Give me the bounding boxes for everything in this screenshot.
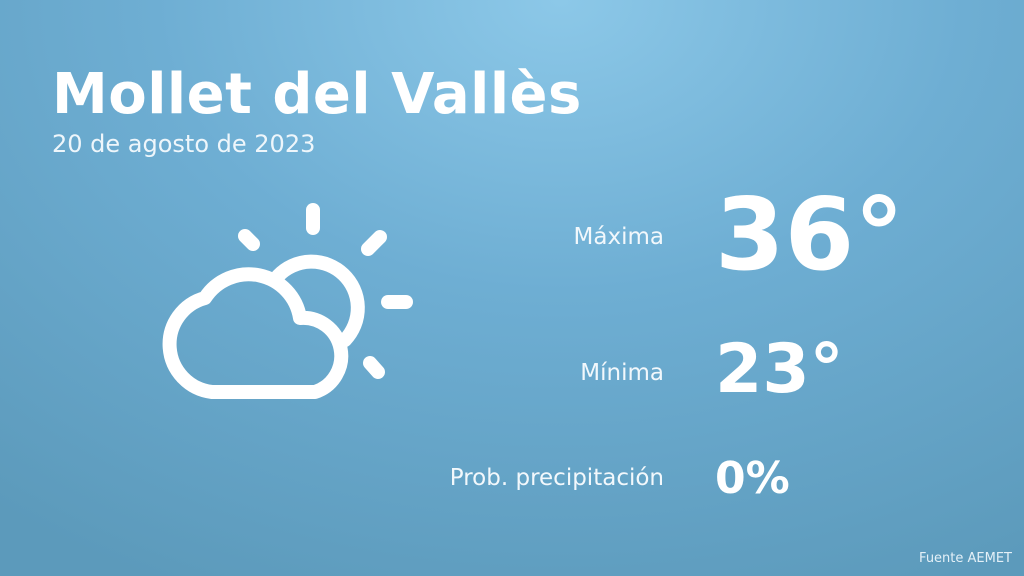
min-value: 23° [715, 330, 844, 409]
precip-label: Prob. precipitación [449, 465, 664, 491]
forecast-date: 20 de agosto de 2023 [52, 130, 316, 158]
source-credit: Fuente AEMET [919, 551, 1012, 566]
min-label: Mínima [580, 360, 664, 386]
city-title: Mollet del Vallès [52, 62, 582, 127]
max-value: 36° [715, 176, 905, 293]
max-label: Máxima [573, 224, 664, 250]
precip-value: 0% [715, 453, 790, 504]
